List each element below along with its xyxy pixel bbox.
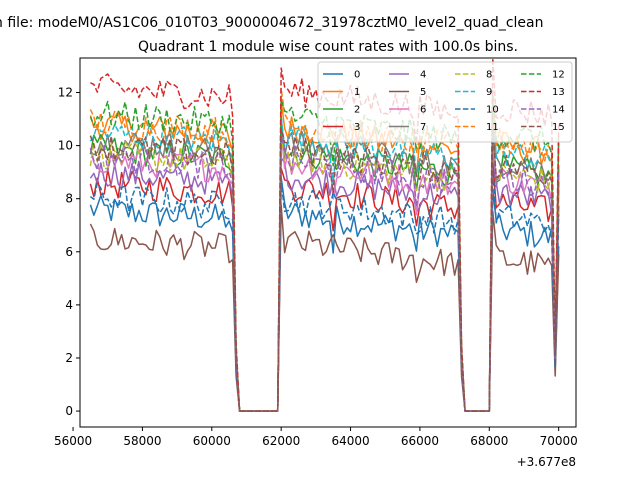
x-tick-label: 68000 [470,434,508,448]
y-tick-label: 10 [58,139,73,153]
legend-label-13: 13 [552,87,565,98]
y-axis: 0 2 4 6 8 10 12 [58,86,80,418]
series-line-9 [89,103,560,412]
series-group [89,58,560,412]
series-line-0 [89,176,560,412]
y-tick-label: 12 [58,86,73,100]
x-axis: 56000 58000 60000 62000 64000 66000 68000 70000 [54,427,578,448]
y-tick-label: 8 [65,192,73,206]
x-tick-label: 60000 [193,434,231,448]
series-line-3 [89,157,560,412]
legend-label-1: 1 [354,87,360,98]
legend-label-4: 4 [420,70,426,81]
legend-label-7: 7 [420,122,426,133]
y-tick-label: 0 [65,404,73,418]
legend-label-9: 9 [486,87,492,98]
legend-label-0: 0 [354,70,360,81]
x-offset-label: +3.677e8 [517,455,576,469]
chart-title: Quadrant 1 module wise count rates with … [138,39,518,55]
x-tick-label: 58000 [123,434,161,448]
legend-label-14: 14 [552,105,565,116]
series-line-15 [89,124,560,412]
legend-label-2: 2 [354,105,360,116]
series-line-5 [89,204,560,412]
y-tick-label: 4 [65,298,73,312]
legend-label-3: 3 [354,122,360,133]
y-tick-label: 6 [65,245,73,259]
legend-label-8: 8 [486,70,492,81]
legend-label-6: 6 [420,105,426,116]
legend-label-11: 11 [486,122,499,133]
legend-label-10: 10 [486,105,499,116]
chart-suptitle: n file: modeM0/AS1C06_010T03_9000004672_… [0,15,543,31]
legend-label-12: 12 [552,70,565,81]
x-tick-label: 62000 [262,434,300,448]
x-tick-label: 64000 [331,434,369,448]
plot-frame [79,57,577,428]
x-tick-label: 66000 [401,434,439,448]
legend-label-15: 15 [552,122,565,133]
series-line-10 [89,162,560,412]
x-tick-label: 70000 [540,434,578,448]
y-tick-label: 2 [65,351,73,365]
x-tick-label: 56000 [54,434,92,448]
legend-box [317,61,573,143]
legend-label-5: 5 [420,87,426,98]
